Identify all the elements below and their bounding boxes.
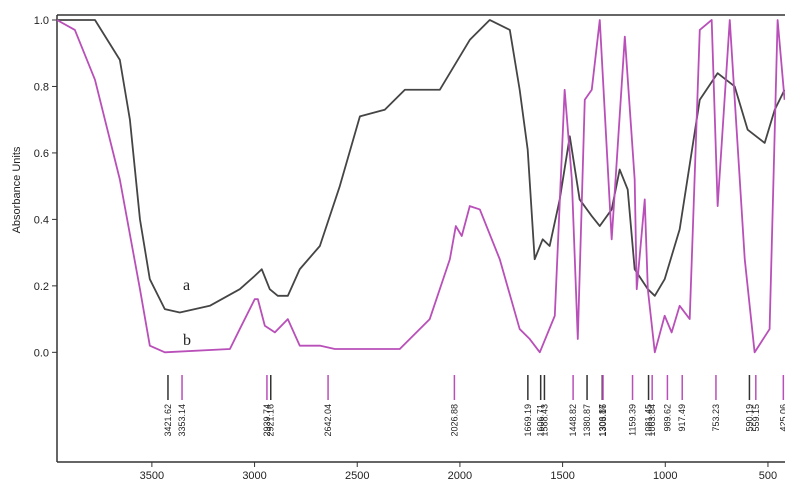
peak-label: 2939.74 bbox=[262, 404, 272, 437]
peak-label: 1606.71 bbox=[536, 404, 546, 437]
series-label: a bbox=[183, 277, 190, 294]
peak-label: 753.23 bbox=[711, 404, 721, 432]
peak-label: 989.62 bbox=[662, 404, 672, 432]
peak-label: 1159.39 bbox=[628, 404, 638, 436]
x-tick-label: 1500 bbox=[550, 470, 574, 482]
peak-label: 1081.45 bbox=[644, 404, 654, 437]
y-tick-label: 1.0 bbox=[34, 15, 49, 27]
peak-label: 1063.84 bbox=[647, 404, 657, 437]
peak-label: 2921.16 bbox=[266, 404, 276, 437]
spectrum-line bbox=[57, 19, 785, 314]
y-tick-label: 0.4 bbox=[34, 214, 49, 226]
peak-label: 1448.82 bbox=[568, 404, 578, 437]
x-tick-label: 3500 bbox=[140, 470, 164, 482]
peak-label: 590.19 bbox=[744, 404, 754, 432]
x-tick-label: 2500 bbox=[345, 470, 369, 482]
peak-label: 917.49 bbox=[677, 404, 687, 432]
peak-label: 425.06 bbox=[778, 404, 785, 432]
x-tick-label: 500 bbox=[759, 470, 777, 482]
peak-label: 1306.87 bbox=[597, 404, 607, 437]
x-tick-label: 3000 bbox=[242, 470, 266, 482]
peak-label: 559.15 bbox=[751, 404, 761, 432]
peak-label: 1669.19 bbox=[523, 404, 533, 437]
peak-label: 2026.88 bbox=[449, 404, 459, 437]
peak-label: 1303.16 bbox=[598, 404, 608, 437]
y-axis-label: Absorbance Units bbox=[11, 146, 23, 233]
peak-label: 2642.04 bbox=[323, 404, 333, 437]
x-tick-label: 1000 bbox=[653, 470, 677, 482]
peak-label: 3421.62 bbox=[163, 404, 173, 437]
peak-label: 3353.14 bbox=[177, 404, 187, 437]
y-tick-label: 0.2 bbox=[34, 281, 49, 293]
y-tick-label: 0.0 bbox=[34, 347, 49, 359]
peak-label: 1380.87 bbox=[582, 404, 592, 437]
series-label: b bbox=[183, 332, 191, 349]
y-tick-label: 0.6 bbox=[34, 148, 49, 160]
spectrum-line bbox=[56, 19, 785, 354]
y-tick-label: 0.8 bbox=[34, 81, 49, 93]
peak-label: 1588.43 bbox=[539, 404, 549, 437]
x-tick-label: 2000 bbox=[448, 470, 472, 482]
